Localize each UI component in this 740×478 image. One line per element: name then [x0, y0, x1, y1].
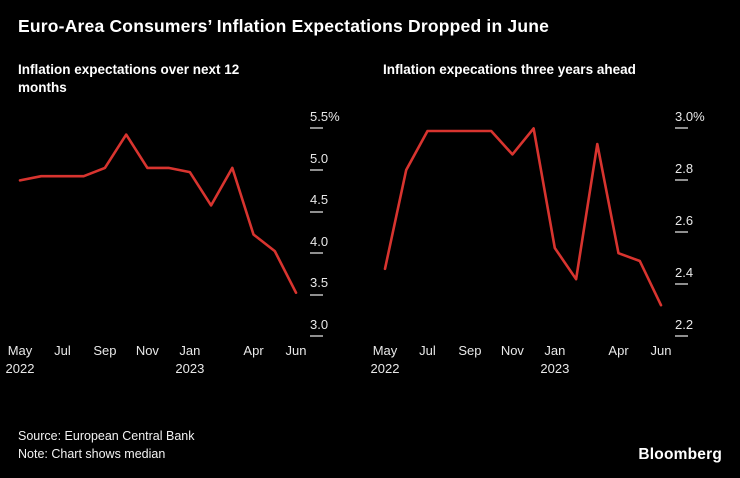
- x-tick-label: Apr: [608, 343, 629, 358]
- source-note: Source: European Central Bank Note: Char…: [18, 427, 195, 465]
- x-axis-3-years: May 2022 Jul Sep Nov Jan 2023 Apr Jun: [371, 342, 672, 378]
- y-tick-text: 3.0%: [675, 109, 705, 124]
- plot-area-12-months: [18, 133, 298, 295]
- y-tick-label: 2.8: [675, 161, 694, 182]
- y-tick-text: 2.4: [675, 265, 694, 280]
- y-tick-mark: [310, 293, 323, 296]
- y-tick-label: 3.0: [310, 317, 329, 338]
- chart-panel-12-months: Inflation expectations over next 12 mont…: [6, 61, 357, 380]
- x-tick-label: Nov: [500, 343, 524, 358]
- line-chart-12-months: 5.5% 5.0 4.5 4.0 3.5 3.0 May 2022 Jul Sep Nov Jan 2…: [6, 108, 357, 380]
- x-tick-label: Jan 2023: [540, 343, 570, 376]
- y-tick-label: 3.0%: [675, 109, 705, 130]
- x-tick-year: 2022: [370, 360, 400, 376]
- y-tick-label: 5.0: [310, 150, 329, 171]
- y-tick-label: 4.0: [310, 233, 329, 255]
- y-tick-text: 5.0: [310, 150, 329, 166]
- y-tick-text: 3.5: [310, 275, 329, 291]
- y-tick-label: 3.5: [310, 275, 329, 296]
- x-tick-label: Nov: [135, 343, 159, 359]
- y-tick-mark: [675, 179, 688, 182]
- x-tick-label: Jun: [285, 343, 307, 359]
- y-tick-mark: [675, 127, 688, 130]
- y-tick-label: 5.5%: [310, 109, 340, 130]
- chart-subtitle-12-months: Inflation expectations over next 12 mont…: [18, 62, 240, 95]
- bloomberg-logo: Bloomberg: [638, 446, 722, 463]
- x-tick-label: Sep: [458, 343, 482, 358]
- x-tick-label: Jan 2023: [175, 343, 205, 376]
- x-tick-label: Jul: [54, 343, 71, 359]
- y-axis-3-years: 3.0% 2.8 2.6 2.4 2.2: [675, 109, 721, 338]
- y-tick-mark: [310, 127, 323, 130]
- x-tick-year: 2023: [175, 360, 205, 376]
- x-tick-year: 2022: [5, 360, 35, 376]
- y-tick-text: 4.5: [310, 192, 329, 208]
- x-tick-label: Jun: [650, 343, 672, 358]
- y-tick-label: 2.2: [675, 317, 694, 338]
- x-tick-label: Apr: [243, 343, 264, 359]
- note-text: Note: Chart shows median: [18, 447, 166, 462]
- y-tick-label: 2.6: [675, 213, 694, 234]
- inflation-line: [383, 127, 663, 307]
- x-tick-label: May 2022: [5, 343, 35, 376]
- x-tick-label: May 2022: [370, 343, 400, 376]
- y-tick-text: 2.2: [675, 317, 694, 332]
- y-tick-mark: [310, 335, 323, 338]
- y-tick-label: 4.5: [310, 192, 329, 213]
- footer: Source: European Central Bank Note: Char…: [18, 427, 722, 465]
- y-tick-mark: [675, 335, 688, 338]
- y-tick-mark: [675, 231, 688, 234]
- y-tick-mark: [675, 283, 688, 286]
- y-tick-text: 5.5%: [310, 109, 340, 125]
- y-tick-mark: [310, 210, 323, 213]
- y-tick-label: 2.4: [675, 265, 694, 286]
- charts-row: Inflation expectations over next 12 mont…: [6, 61, 722, 380]
- page-title: Euro-Area Consumers’ Inflation Expectati…: [18, 16, 550, 36]
- y-axis-12-months: 5.5% 5.0 4.5 4.0 3.5 3.0: [310, 109, 356, 338]
- chart-panel-3-years: Inflation expecations three years ahead …: [371, 61, 722, 380]
- y-tick-mark: [310, 252, 323, 255]
- source-text: Source: European Central Bank: [18, 428, 195, 443]
- inflation-line: [18, 133, 298, 295]
- x-tick-year: 2023: [540, 360, 570, 376]
- y-tick-text: 2.6: [675, 213, 694, 228]
- y-tick-text: 4.0: [310, 233, 329, 249]
- x-tick-label: Sep: [93, 343, 117, 359]
- y-tick-mark: [310, 168, 323, 171]
- x-tick-label: Jul: [419, 343, 436, 358]
- line-chart-3-years: 3.0% 2.8 2.6 2.4 2.2 May 2022 Jul Sep Nov Jan 2023…: [371, 108, 722, 380]
- y-tick-text: 2.8: [675, 161, 694, 176]
- chart-subtitle-3-years: Inflation expecations three years ahead: [383, 62, 636, 77]
- y-tick-text: 3.0: [310, 317, 329, 333]
- x-axis-12-months: May 2022 Jul Sep Nov Jan 2023 Apr Jun: [6, 342, 307, 378]
- plot-area-3-years: [383, 127, 663, 307]
